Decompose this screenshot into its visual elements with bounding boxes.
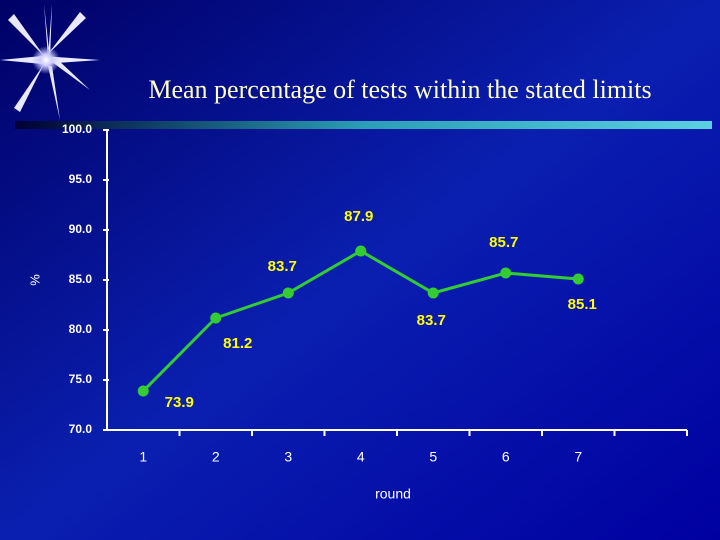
y-tick-label: 70.0	[69, 422, 93, 436]
data-label: 81.2	[223, 335, 252, 352]
x-tick-label: 7	[574, 449, 582, 465]
marker	[427, 287, 439, 299]
title-bar	[15, 121, 712, 129]
data-label: 87.9	[344, 208, 373, 225]
data-label: 83.7	[268, 258, 297, 275]
x-tick-label: 2	[212, 449, 220, 465]
x-tick-label: 5	[429, 449, 437, 465]
y-tick-label: 95.0	[69, 172, 93, 186]
y-tick-label: 100.0	[62, 122, 92, 136]
marker	[500, 267, 512, 279]
marker	[210, 312, 222, 324]
x-tick-label: 3	[284, 449, 292, 465]
data-label: 73.9	[165, 394, 194, 411]
data-label: 85.1	[568, 296, 597, 313]
data-label: 83.7	[417, 312, 446, 329]
y-axis-label: %	[27, 274, 42, 286]
y-tick-label: 85.0	[69, 272, 93, 286]
data-label: 85.7	[489, 234, 518, 251]
marker	[355, 245, 367, 257]
y-tick-label: 80.0	[69, 322, 93, 336]
marker	[572, 273, 584, 285]
star-decoration	[0, 4, 100, 120]
x-tick-label: 6	[502, 449, 510, 465]
y-tick-label: 90.0	[69, 222, 93, 236]
marker	[282, 287, 294, 299]
y-tick-label: 75.0	[69, 372, 93, 386]
marker	[137, 385, 149, 397]
x-axis-label: round	[375, 486, 411, 502]
x-tick-label: 1	[139, 449, 147, 465]
x-tick-label: 4	[357, 449, 365, 465]
chart-title: Mean percentage of tests within the stat…	[148, 75, 651, 104]
